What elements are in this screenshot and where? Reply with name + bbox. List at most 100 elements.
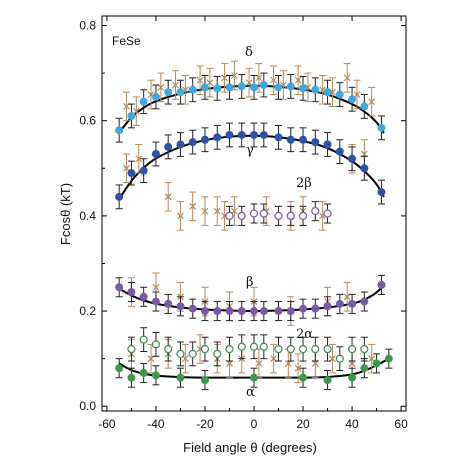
data-point (259, 81, 268, 90)
data-point-cross (123, 164, 130, 172)
data-point-open (249, 209, 259, 218)
data-point-cross (368, 355, 376, 363)
data-point-open (139, 335, 148, 344)
data-point (348, 154, 357, 163)
data-point (200, 83, 209, 92)
data-point (188, 304, 197, 313)
data-point (139, 97, 148, 106)
data-point (323, 376, 332, 385)
data-point-open (347, 345, 357, 354)
data-point (323, 302, 332, 311)
data-point (176, 88, 185, 97)
data-point-cross (196, 76, 204, 84)
data-point (164, 299, 173, 308)
data-point-open (274, 345, 283, 354)
data-point-cross (270, 355, 278, 363)
data-point (299, 135, 308, 144)
data-point (323, 88, 332, 97)
data-marks (115, 60, 393, 391)
data-point-cross (353, 91, 361, 98)
data-point-open (274, 211, 283, 220)
data-point (377, 123, 386, 132)
data-point (299, 373, 308, 382)
x-tick-label: -40 (147, 417, 165, 431)
data-point (164, 88, 173, 97)
data-point (360, 297, 369, 306)
data-point (151, 297, 160, 306)
data-point (225, 130, 234, 139)
data-point (200, 307, 209, 316)
data-point (335, 90, 344, 99)
data-point (360, 164, 369, 173)
data-point-open (323, 209, 332, 218)
data-point-open (213, 349, 222, 358)
data-point (237, 307, 246, 316)
data-point (348, 95, 357, 104)
data-point (225, 307, 234, 316)
data-point (377, 188, 386, 197)
series-label-two-beta: 2β (296, 176, 312, 191)
data-point-cross (181, 355, 189, 363)
data-point-cross (189, 202, 197, 210)
data-point (200, 135, 209, 144)
data-point-cross (255, 74, 263, 82)
tick-labels: -60 -40 -20 0 20 40 60 0.0 0.2 0.4 0.6 0.8 (79, 19, 408, 431)
series-label-two-alpha: 2α (296, 327, 313, 342)
y-tick-label: 0.2 (79, 304, 96, 318)
data-point-open (298, 345, 308, 354)
data-point (259, 307, 268, 316)
data-point (384, 354, 393, 363)
data-point-cross (132, 107, 140, 115)
x-tick-label: 40 (345, 417, 359, 431)
series-label-alpha: α (246, 385, 255, 400)
data-point-open (323, 345, 332, 354)
data-point-cross (206, 79, 214, 87)
panel-annotation: FeSe (112, 34, 141, 48)
data-point-cross (319, 86, 327, 94)
data-point-open (225, 345, 234, 354)
x-tick-label: 20 (296, 417, 310, 431)
data-point-cross (172, 81, 179, 89)
data-point-open (200, 345, 210, 354)
data-point (176, 302, 185, 311)
data-point (299, 84, 308, 93)
series-label-gamma: γ (246, 143, 254, 158)
data-point (360, 364, 369, 373)
data-point (164, 142, 173, 151)
data-point-open (127, 345, 136, 354)
data-point (360, 102, 369, 111)
data-point-open (164, 345, 173, 354)
data-point-open (225, 211, 234, 220)
y-axis-label: Fcosθ (kT) (58, 183, 73, 245)
data-point-open (237, 342, 246, 351)
data-point (286, 135, 295, 144)
data-point (311, 85, 320, 94)
data-point-cross (343, 74, 351, 82)
data-point (299, 304, 308, 313)
data-point-open (176, 349, 185, 358)
data-point (274, 133, 283, 142)
data-point-cross (201, 207, 209, 215)
data-point (237, 82, 246, 91)
data-point (139, 166, 148, 175)
y-tick-label: 0.8 (79, 19, 96, 33)
data-point (311, 138, 320, 147)
data-point-open (311, 207, 320, 216)
data-point-cross (164, 193, 172, 201)
data-point (348, 299, 357, 308)
data-point (151, 92, 160, 101)
x-tick-label: -60 (98, 417, 116, 431)
data-point (115, 364, 124, 373)
y-tick-label: 0.4 (79, 209, 96, 223)
data-point-cross (152, 283, 160, 291)
data-point (311, 304, 320, 313)
data-point (286, 82, 295, 91)
data-point (250, 373, 258, 382)
data-point (115, 126, 124, 135)
data-point-open (259, 342, 268, 351)
y-tick-label: 0.0 (79, 399, 96, 413)
data-point (372, 359, 381, 368)
series-label-beta: β (246, 275, 254, 290)
data-point-open (249, 342, 259, 351)
data-point-cross (294, 76, 302, 84)
